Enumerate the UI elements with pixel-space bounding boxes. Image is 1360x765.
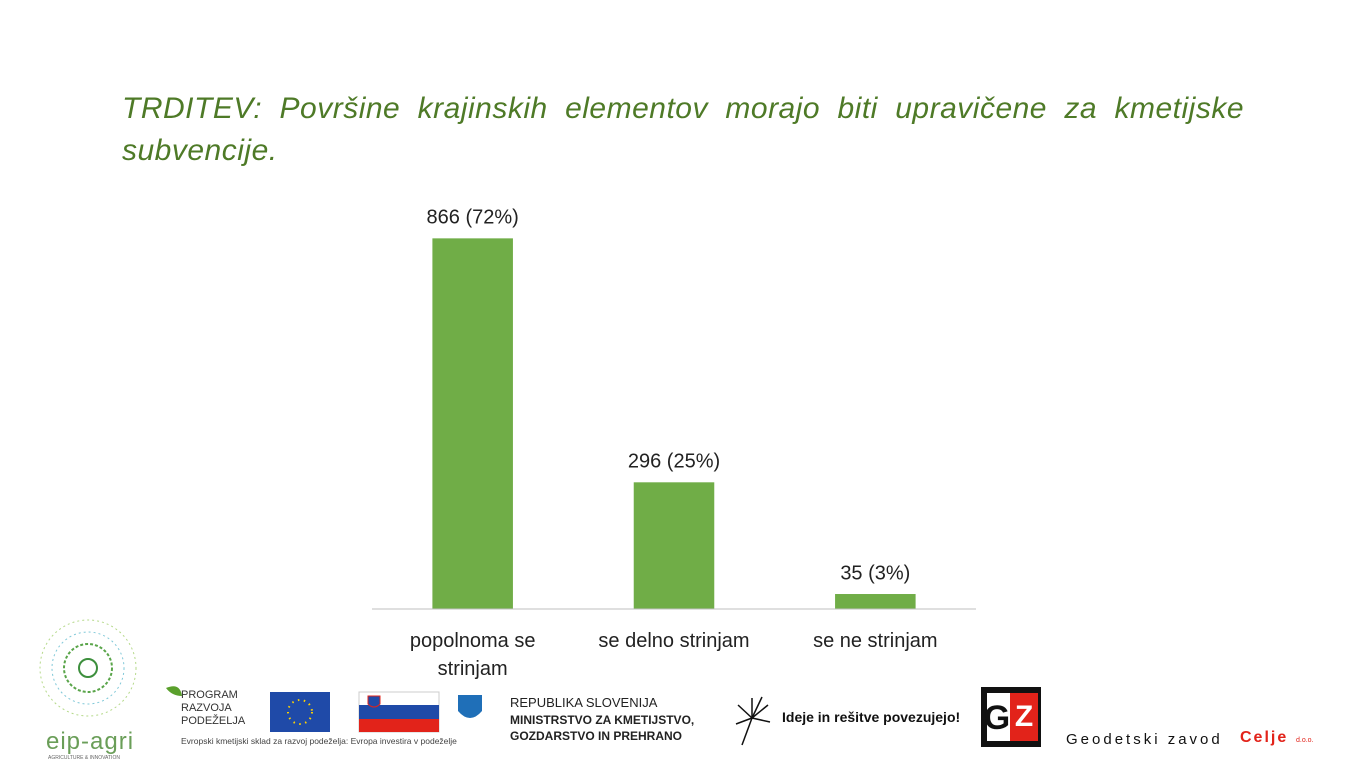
company-text: Geodetski zavod bbox=[1066, 731, 1223, 748]
program-text: PROGRAM RAZVOJA PODEŽELJA bbox=[181, 689, 245, 728]
eu-flag bbox=[270, 692, 330, 732]
chart-title: TRDITEV: Površine krajinskih elementov m… bbox=[122, 92, 1244, 167]
x-tick-label: se ne strinjam bbox=[813, 630, 938, 652]
slogan-text: Ideje in rešitve povezujejo! bbox=[782, 709, 961, 725]
data-label: 35 (3%) bbox=[840, 562, 910, 584]
data-label: 296 (25%) bbox=[628, 451, 720, 473]
program-logo bbox=[166, 686, 182, 696]
program-line: PROGRAM bbox=[181, 689, 238, 701]
gz-logo: G Z bbox=[981, 687, 1041, 747]
x-tick-label: popolnoma se strinjam bbox=[409, 630, 536, 680]
svg-text:Z: Z bbox=[1015, 700, 1033, 733]
eip-tagline: AGRICULTURE & INNOVATION bbox=[48, 755, 120, 761]
republic-text: REPUBLIKA SLOVENIJA bbox=[510, 695, 658, 710]
svg-text:G: G bbox=[984, 699, 1010, 737]
company-city: Celje bbox=[1240, 729, 1289, 746]
coat-of-arms bbox=[458, 695, 482, 718]
bar bbox=[835, 594, 916, 609]
program-line: PODEŽELJA bbox=[181, 715, 246, 727]
bar bbox=[633, 482, 715, 609]
company-suffix: d.o.o. bbox=[1296, 737, 1314, 744]
data-label: 866 (72%) bbox=[427, 207, 519, 229]
ministry-line: GOZDARSTVO IN PREHRANO bbox=[510, 729, 683, 743]
slogan-logo bbox=[735, 696, 771, 746]
eip-logo bbox=[39, 619, 137, 717]
bar bbox=[432, 238, 513, 610]
fund-text: Evropski kmetijski sklad za razvoj podež… bbox=[181, 736, 457, 746]
x-tick-label: se delno strinjam bbox=[598, 630, 750, 652]
ministry-text: MINISTRSTVO ZA KMETIJSTVO, GOZDARSTVO IN… bbox=[510, 712, 694, 744]
eip-name: eip-agri bbox=[46, 728, 135, 755]
eu-stars bbox=[287, 699, 313, 725]
program-line: RAZVOJA bbox=[181, 702, 232, 714]
ministry-line: MINISTRSTVO ZA KMETIJSTVO, bbox=[510, 713, 695, 727]
si-flag bbox=[358, 691, 440, 733]
